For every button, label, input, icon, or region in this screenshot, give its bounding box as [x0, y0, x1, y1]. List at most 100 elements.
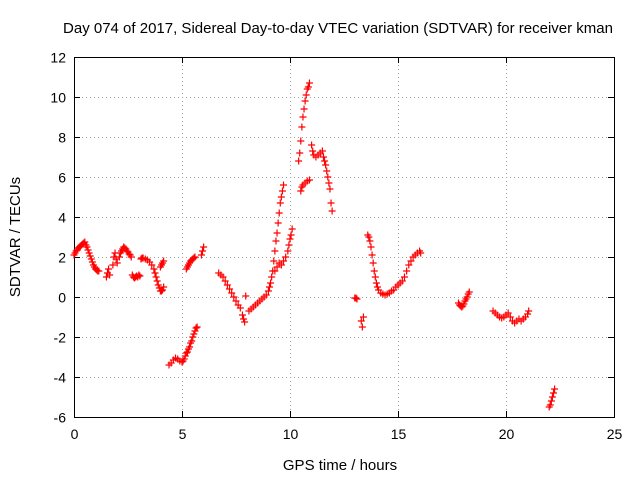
data-point — [182, 349, 190, 357]
data-point — [88, 258, 96, 266]
data-point — [321, 157, 329, 165]
data-point — [86, 252, 94, 260]
data-point — [275, 209, 283, 217]
data-point — [105, 265, 113, 273]
y-tick-label: -6 — [54, 410, 67, 426]
data-point — [81, 238, 89, 246]
data-point — [159, 286, 167, 294]
axis-ticks: 0 5 10 15 20 25 -6 -4 -2 0 2 4 6 8 10 12 — [50, 50, 622, 443]
data-point — [353, 295, 361, 303]
data-point — [192, 324, 200, 332]
data-point — [398, 277, 406, 285]
data-point — [324, 173, 332, 181]
data-point — [370, 267, 378, 275]
y-tick-label: 12 — [50, 50, 66, 66]
data-point — [148, 261, 156, 269]
data-point — [271, 267, 279, 275]
data-point — [236, 304, 244, 312]
data-point — [270, 257, 278, 265]
data-point — [365, 233, 373, 241]
data-point — [85, 249, 93, 257]
x-tick-label: 15 — [391, 426, 407, 442]
data-point — [106, 271, 114, 279]
data-point — [284, 247, 292, 255]
data-point — [232, 297, 240, 305]
data-point — [135, 271, 143, 279]
data-point — [268, 273, 276, 281]
data-point — [193, 323, 201, 331]
data-point — [373, 283, 381, 291]
data-point — [546, 401, 554, 409]
data-point — [357, 317, 365, 325]
data-point — [115, 253, 123, 261]
x-tick-label: 5 — [179, 426, 187, 442]
data-point — [219, 273, 227, 281]
data-point — [308, 141, 316, 149]
data-point — [369, 259, 377, 267]
data-point — [301, 97, 309, 105]
data-point — [226, 285, 234, 293]
data-point — [463, 293, 471, 301]
data-point — [127, 253, 135, 261]
data-point — [181, 352, 189, 360]
data-point — [152, 273, 160, 281]
data-point — [319, 153, 327, 161]
y-tick-label: 10 — [50, 90, 66, 106]
data-point — [240, 315, 248, 323]
data-point — [160, 283, 168, 291]
data-point — [84, 246, 92, 254]
y-axis-label: SDTVAR / TECUs — [7, 177, 24, 297]
data-point — [524, 310, 532, 318]
y-tick-label: 8 — [58, 130, 66, 146]
data-point — [272, 237, 280, 245]
data-point — [230, 293, 238, 301]
data-point — [309, 147, 317, 155]
data-point — [296, 149, 304, 157]
data-point — [273, 263, 281, 271]
data-point — [325, 179, 333, 187]
x-axis-label: GPS time / hours — [283, 457, 397, 474]
data-point — [241, 318, 249, 326]
x-tick-label: 25 — [607, 426, 623, 442]
data-point — [366, 237, 374, 245]
data-point — [371, 273, 379, 281]
data-point — [367, 243, 375, 251]
data-point — [400, 273, 408, 281]
data-point — [550, 389, 558, 397]
data-point — [322, 161, 330, 169]
data-point — [188, 337, 196, 345]
x-tick-label: 20 — [499, 426, 515, 442]
data-point — [265, 283, 273, 291]
data-point — [190, 330, 198, 338]
data-point — [274, 219, 282, 227]
data-point — [297, 137, 305, 145]
data-point — [352, 294, 360, 302]
data-point — [183, 348, 191, 356]
data-point — [136, 272, 144, 280]
data-point — [358, 323, 366, 331]
y-tick-label: 0 — [58, 290, 66, 306]
data-point — [262, 291, 270, 299]
data-point — [405, 261, 413, 269]
data-point — [287, 231, 295, 239]
data-point — [157, 287, 165, 295]
data-point — [242, 292, 250, 300]
data-point — [160, 257, 168, 265]
data-point — [326, 185, 334, 193]
data-point — [264, 287, 272, 295]
data-point — [504, 309, 512, 317]
data-point — [417, 249, 425, 257]
plot-frame — [74, 57, 615, 418]
data-point — [271, 247, 279, 255]
data-point — [368, 251, 376, 259]
x-tick-label: 10 — [283, 426, 299, 442]
data-point — [191, 253, 199, 261]
data-point — [547, 397, 555, 405]
data-point — [189, 333, 197, 341]
data-point — [151, 269, 159, 277]
data-point — [304, 83, 312, 91]
data-point — [318, 147, 326, 155]
x-tick-label: 0 — [71, 426, 79, 442]
data-point — [551, 385, 559, 393]
